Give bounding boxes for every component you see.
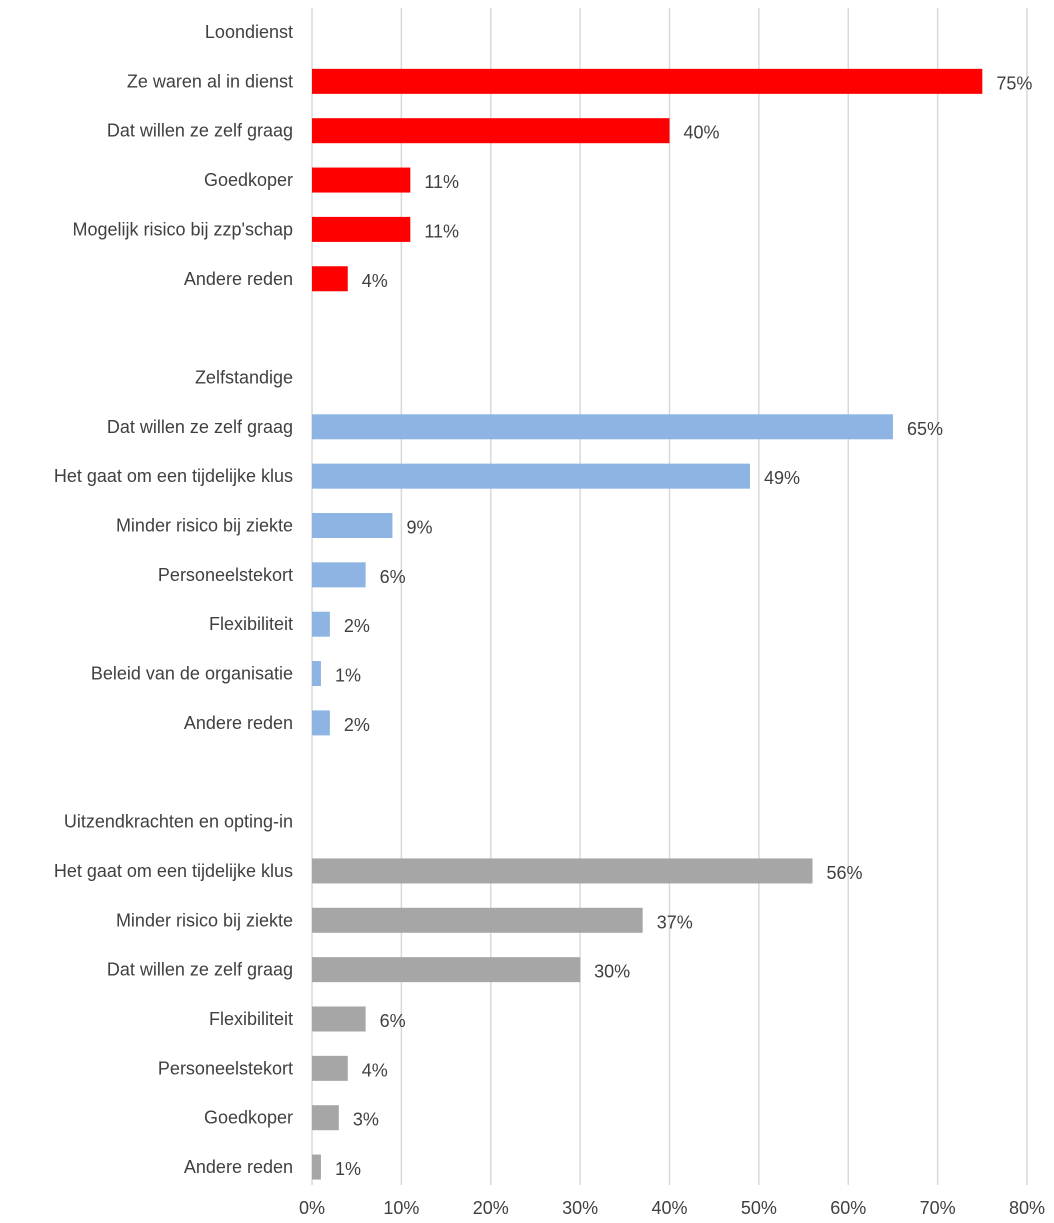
category-label: Dat willen ze zelf graag	[107, 417, 293, 437]
bar	[312, 463, 750, 489]
data-label: 75%	[996, 73, 1032, 93]
group-header: Uitzendkrachten en opting-in	[64, 812, 293, 832]
category-label: Andere reden	[184, 1157, 293, 1177]
category-label: Goedkoper	[204, 1108, 293, 1128]
bar	[312, 661, 321, 687]
x-tick-label: 20%	[473, 1198, 509, 1218]
category-label: Minder risico bij ziekte	[116, 516, 293, 536]
x-tick-label: 80%	[1009, 1198, 1045, 1218]
category-label: Goedkoper	[204, 170, 293, 190]
data-label: 4%	[362, 1060, 388, 1080]
data-label: 2%	[344, 715, 370, 735]
data-label: 4%	[362, 271, 388, 291]
x-tick-label: 10%	[383, 1198, 419, 1218]
data-label: 1%	[335, 666, 361, 686]
category-label: Het gaat om een tijdelijke klus	[54, 466, 293, 486]
bar	[312, 1105, 339, 1131]
x-tick-label: 70%	[920, 1198, 956, 1218]
category-label: Het gaat om een tijdelijke klus	[54, 861, 293, 881]
bar	[312, 414, 893, 440]
bar	[312, 68, 983, 94]
x-tick-label: 0%	[299, 1198, 325, 1218]
category-label: Personeelstekort	[158, 1058, 293, 1078]
data-label: 11%	[424, 172, 459, 192]
category-label: Beleid van de organisatie	[91, 664, 293, 684]
bar	[312, 710, 330, 736]
bar	[312, 118, 670, 144]
x-tick-label: 60%	[830, 1198, 866, 1218]
data-label: 1%	[335, 1159, 361, 1179]
x-tick-label: 30%	[562, 1198, 598, 1218]
data-label: 6%	[380, 567, 406, 587]
group-header: Loondienst	[205, 22, 293, 42]
category-label: Flexibiliteit	[209, 614, 293, 634]
bar	[312, 957, 581, 983]
bar	[312, 216, 411, 242]
bar	[312, 513, 393, 538]
category-label: Andere reden	[184, 713, 293, 733]
data-label: 40%	[684, 123, 720, 143]
data-label: 11%	[424, 221, 459, 241]
category-label: Ze waren al in dienst	[127, 71, 293, 91]
x-axis-ticks: 0% 10% 20% 30% 40% 50% 60% 70% 80%	[299, 1198, 1045, 1218]
bar	[312, 611, 330, 637]
value-labels: 75% 40% 11% 11% 4% 65% 49% 9% 6% 2% 1% 2% 56% 37% 30% 6…	[335, 73, 1032, 1179]
category-labels: Loondienst Ze waren al in dienst Dat wille…	[54, 22, 293, 1177]
category-label: Mogelijk risico bij zzp'schap	[72, 219, 293, 239]
bar	[312, 167, 411, 193]
data-label: 65%	[907, 419, 943, 439]
bar	[312, 562, 366, 588]
data-label: 49%	[764, 468, 800, 488]
data-label: 3%	[353, 1110, 379, 1130]
category-label: Flexibiliteit	[209, 1009, 293, 1029]
group-header: Zelfstandige	[195, 367, 293, 387]
x-tick-label: 40%	[651, 1198, 687, 1218]
category-label: Minder risico bij ziekte	[116, 910, 293, 930]
data-label: 30%	[594, 962, 630, 982]
category-label: Andere reden	[184, 269, 293, 289]
gridlines	[311, 8, 1028, 1185]
data-label: 37%	[657, 912, 693, 932]
category-label: Dat willen ze zelf graag	[107, 960, 293, 980]
bar	[312, 1154, 321, 1180]
data-label: 56%	[827, 863, 863, 883]
data-label: 6%	[380, 1011, 406, 1031]
bar	[312, 266, 348, 292]
category-label: Personeelstekort	[158, 565, 293, 585]
bars	[312, 68, 983, 1180]
bar	[312, 907, 643, 933]
bar	[312, 858, 813, 884]
category-label: Dat willen ze zelf graag	[107, 121, 293, 141]
bar	[312, 1055, 348, 1081]
data-label: 9%	[406, 518, 432, 538]
bar	[312, 1006, 366, 1032]
data-label: 2%	[344, 616, 370, 636]
x-tick-label: 50%	[741, 1198, 777, 1218]
